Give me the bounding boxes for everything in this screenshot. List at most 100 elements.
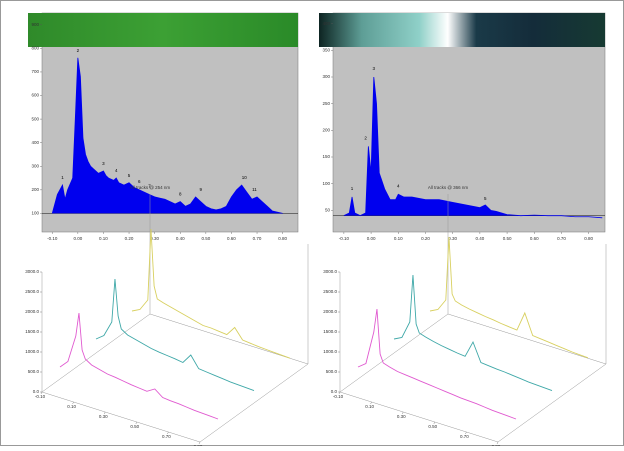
x-tick-label: 0.30: [397, 414, 406, 419]
x-tick-label: 0.10: [99, 236, 108, 241]
x-tick-label: 0.00: [367, 236, 376, 241]
y-tick-label: 200: [31, 187, 39, 192]
x-tick: [104, 411, 106, 415]
x-tick-label: 0.30: [150, 236, 159, 241]
y-tick-label: 2000.0: [25, 309, 39, 314]
axis-edge: [447, 313, 607, 365]
peak-label: 4: [397, 184, 400, 189]
y-tick-label: 3000.0: [25, 269, 39, 274]
peak-label: 3: [102, 161, 105, 166]
peak-label: 2: [364, 136, 367, 141]
x-tick: [167, 431, 169, 435]
x-tick-label: 0.50: [503, 236, 512, 241]
axis-edge: [199, 363, 309, 443]
chart-title: All tracks @ 366 nm: [428, 185, 469, 190]
x-tick-label: 0.70: [253, 236, 262, 241]
y-tick-label: 400: [322, 21, 330, 26]
x-tick-label: 0.70: [557, 236, 566, 241]
x-tick-label: 0.50: [201, 236, 210, 241]
y-tick-label: 3000.0: [323, 269, 337, 274]
axis-edge: [497, 363, 607, 443]
x-tick: [496, 441, 499, 445]
x-tick-label: 0.40: [475, 236, 484, 241]
x-tick-label: 0.20: [421, 236, 430, 241]
y-tick-label: 500.0: [28, 369, 40, 374]
peak-label: 1: [61, 175, 64, 180]
x-tick: [72, 401, 74, 405]
axis-edge: [41, 313, 151, 393]
x-tick: [338, 391, 341, 395]
y-tick-label: 0.0: [331, 389, 338, 394]
x-tick: [465, 431, 467, 435]
y-tick-label: 350: [322, 48, 330, 53]
x-tick-label: 0.00: [73, 236, 82, 241]
peak-area: [343, 77, 603, 216]
x-tick-label: 0.70: [460, 434, 469, 439]
x-tick-label: 0.10: [394, 236, 403, 241]
y-tick-label: 600: [31, 93, 39, 98]
densitogram-line: [343, 76, 603, 219]
y-tick-label: 800: [31, 46, 39, 51]
y-tick-label: 1000.0: [25, 349, 39, 354]
x-tick: [433, 421, 435, 425]
x-tick-label: -0.10: [339, 236, 350, 241]
x-tick-label: 0.60: [530, 236, 539, 241]
x-tick-label: 0.60: [227, 236, 236, 241]
peak-label: 5: [128, 173, 131, 178]
track-line: [357, 308, 517, 420]
x-tick: [135, 421, 137, 425]
y-tick-label: 2500.0: [25, 289, 39, 294]
track-line: [131, 228, 291, 359]
x-tick-label: -0.10: [35, 394, 46, 399]
axis-edge: [149, 313, 309, 365]
y-tick-label: 150: [322, 154, 330, 159]
chart-title: All tracks @ 254 nm: [130, 185, 171, 190]
y-tick-label: 700: [31, 69, 39, 74]
peak-label: 2: [77, 48, 80, 53]
x-tick-label: -0.10: [333, 394, 344, 399]
x-tick-label: 0.70: [162, 434, 171, 439]
peak-label: 7: [148, 183, 151, 188]
peak-label: 6: [138, 179, 141, 184]
axis-edge: [339, 313, 449, 393]
charts: 100 200 300 400 500 600 700 800 900 -0.10 0.00 0.10…: [25, 12, 607, 449]
peak-label: 9: [199, 187, 202, 192]
peak-label: 4: [115, 168, 118, 173]
peak-label: 11: [252, 187, 257, 192]
x-tick-label: 0.50: [130, 424, 139, 429]
y-tick-label: 300: [322, 74, 330, 79]
densitogram-line: [51, 57, 283, 214]
y-tick-label: 50: [325, 208, 331, 213]
y-tick-label: 0.0: [33, 389, 40, 394]
x-tick: [370, 401, 372, 405]
x-tick-label: 0.40: [176, 236, 185, 241]
plate-image: [28, 13, 298, 47]
peak-label: 1: [351, 186, 354, 191]
x-tick-label: 0.10: [67, 404, 76, 409]
x-tick-label: 0.30: [99, 414, 108, 419]
y-tick-label: 2000.0: [323, 309, 337, 314]
track-line: [95, 278, 255, 392]
y-tick-label: 500: [31, 116, 39, 121]
x-tick-label: 0.20: [125, 236, 134, 241]
y-tick-label: 250: [322, 101, 330, 106]
x-tick-label: 0.80: [278, 236, 287, 241]
track-line: [393, 274, 553, 392]
y-tick-label: 100: [31, 211, 39, 216]
peak-label: 10: [242, 175, 248, 180]
track-line: [59, 312, 219, 420]
y-tick-label: 1500.0: [323, 329, 337, 334]
x-tick-label: 0.50: [428, 424, 437, 429]
y-tick-label: 900: [31, 22, 39, 27]
y-tick-label: 100: [322, 181, 330, 186]
y-tick-label: 2500.0: [323, 289, 337, 294]
x-tick: [402, 411, 404, 415]
x-tick: [40, 391, 43, 395]
axis-edge: [339, 391, 499, 443]
y-tick-label: 400: [31, 140, 39, 145]
y-tick-label: 1500.0: [25, 329, 39, 334]
x-tick-label: 0.80: [584, 236, 593, 241]
y-tick-label: 200: [322, 128, 330, 133]
x-tick: [198, 441, 201, 445]
